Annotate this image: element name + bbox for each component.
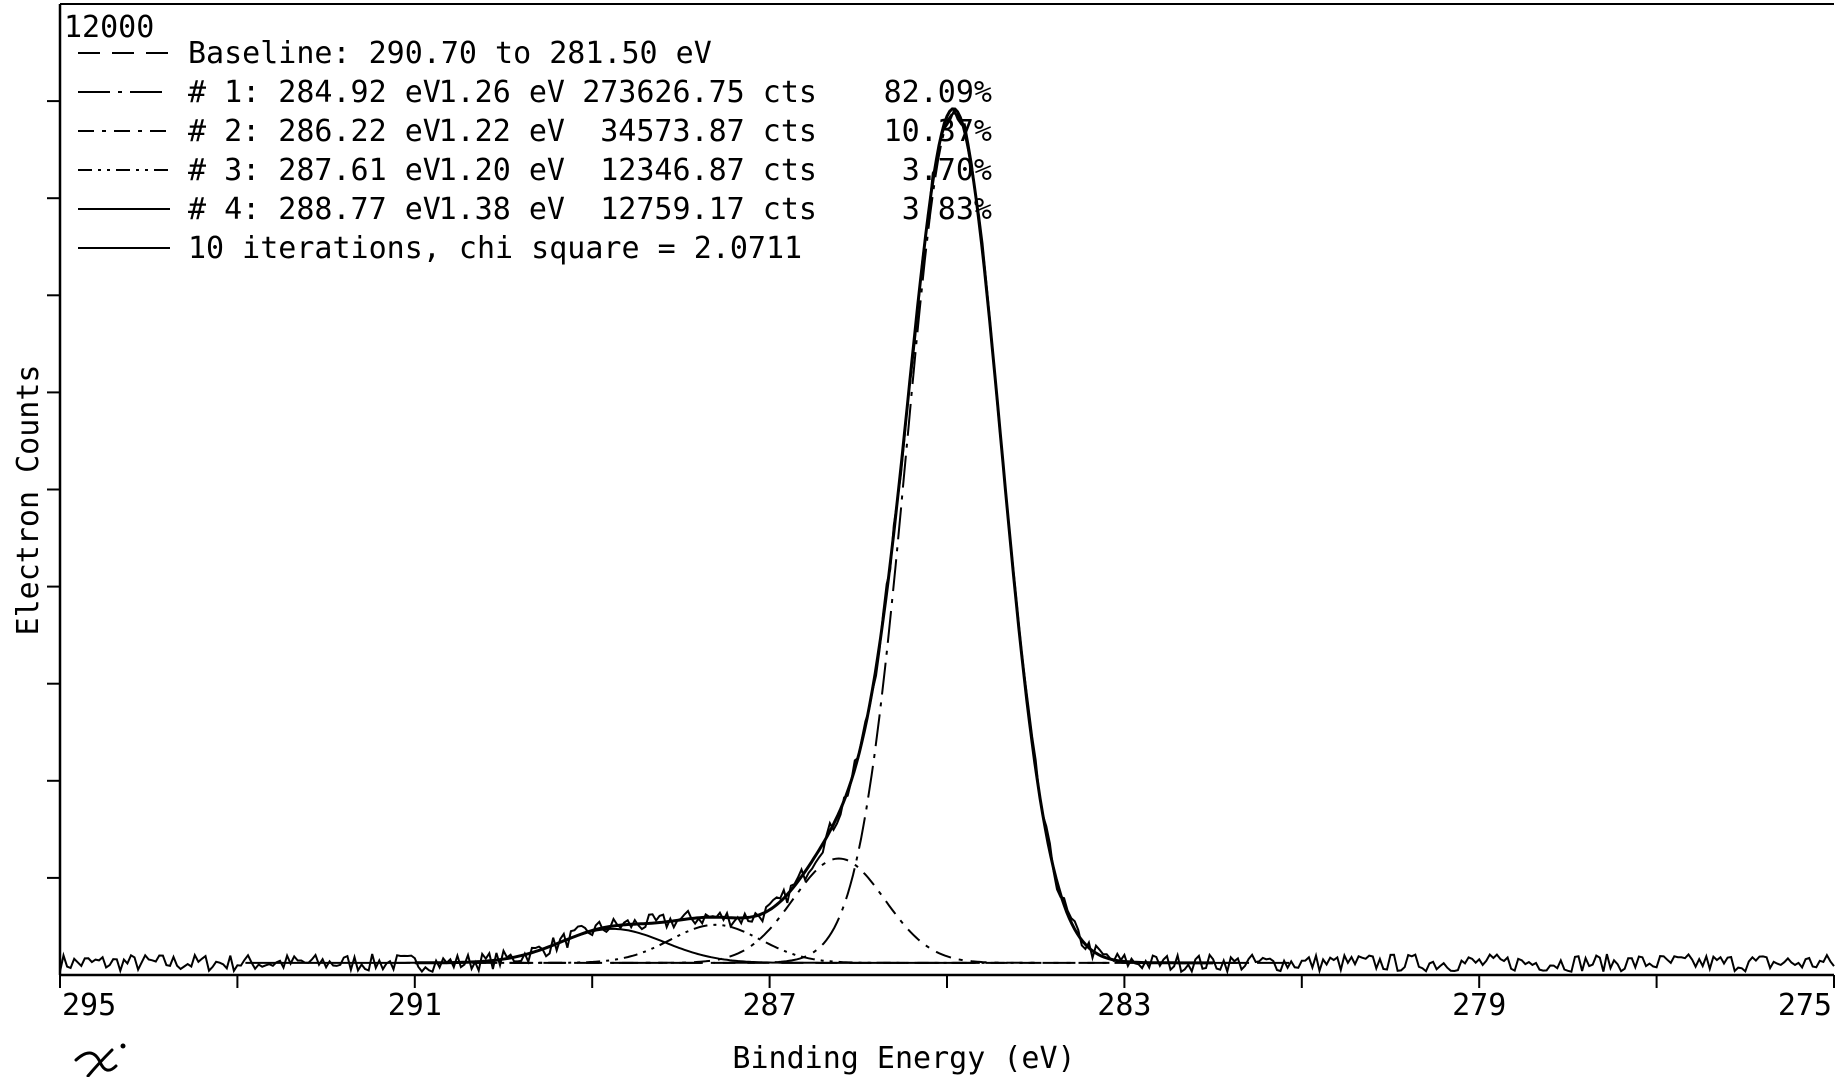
legend-area: 12346.87 cts <box>600 153 817 188</box>
fit-envelope-line <box>414 107 1214 965</box>
peak-2-line <box>514 857 1164 964</box>
legend-label: 10 iterations, chi square = 2.0711 <box>188 231 802 266</box>
legend-width: 1.22 eV <box>439 114 565 149</box>
y-axis-top-label: 12000 <box>64 10 154 45</box>
legend-label: # 1: 284.92 eV <box>188 75 441 110</box>
legend-area: 34573.87 cts <box>600 114 817 149</box>
x-tick-label: 275 <box>1778 988 1832 1023</box>
x-tick-label: 283 <box>1097 988 1151 1023</box>
legend-area: 273626.75 cts <box>582 75 817 110</box>
fit-curves <box>59 107 1835 976</box>
legend-label: Baseline: 290.70 to 281.50 eV <box>188 36 712 71</box>
x-tick-label: 295 <box>62 988 116 1023</box>
y-axis-label: Electron Counts <box>11 365 46 636</box>
peak-4-line <box>245 927 980 964</box>
x-tick-label: 287 <box>743 988 797 1023</box>
legend-label: # 4: 288.77 eV <box>188 192 441 227</box>
handwritten-mark <box>74 1043 126 1077</box>
legend-width: 1.38 eV <box>439 192 565 227</box>
legend-percent: 82.09% <box>884 75 992 110</box>
legend: Baseline: 290.70 to 281.50 eV # 1: 284.92… <box>78 36 992 266</box>
x-tick-label: 279 <box>1452 988 1506 1023</box>
legend-area: 12759.17 cts <box>600 192 817 227</box>
handwritten-dot <box>120 1043 126 1049</box>
legend-width: 1.20 eV <box>439 153 565 188</box>
axis-ticks: 295 291 287 283 279 275 <box>47 100 1835 1023</box>
plot-frame <box>58 3 1834 977</box>
handwritten-x-stroke <box>74 1048 118 1077</box>
legend-label: # 2: 286.22 eV <box>188 114 441 149</box>
legend-percent: 3.70% <box>902 153 992 188</box>
x-axis-label: Binding Energy (eV) <box>732 1041 1075 1076</box>
legend-width: 1.26 eV <box>439 75 565 110</box>
legend-percent: 3.83% <box>902 192 992 227</box>
legend-label: # 3: 287.61 eV <box>188 153 441 188</box>
legend-percent: 10.37% <box>884 114 992 149</box>
x-tick-label: 291 <box>388 988 442 1023</box>
